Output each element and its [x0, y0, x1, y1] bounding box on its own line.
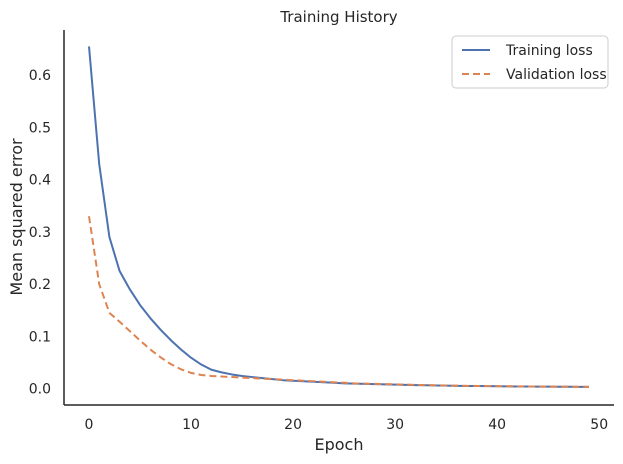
- x-axis-title: Epoch: [315, 435, 364, 454]
- legend-label-training: Training loss: [505, 43, 593, 59]
- legend-label-validation: Validation loss: [506, 67, 607, 83]
- x-tick-label: 0: [85, 417, 94, 433]
- validation-loss-line: [88, 216, 590, 388]
- y-tick-label: 0.2: [29, 277, 51, 293]
- y-tick-label: 0.5: [29, 120, 51, 136]
- x-tick-label: 20: [284, 417, 302, 433]
- plot-area: 0 10 20 30 40 50 0.0 0.1 0.2 0.3 0.4 0.5 0.6 Training…: [29, 30, 614, 433]
- x-tick-label: 30: [386, 417, 404, 433]
- y-tick-label: 0.0: [29, 382, 51, 398]
- y-tick-label: 0.4: [29, 173, 51, 189]
- x-tick-label: 10: [182, 417, 200, 433]
- legend-box: [451, 35, 609, 89]
- x-tick-label: 50: [590, 417, 608, 433]
- y-tick-label: 0.6: [29, 68, 51, 84]
- y-axis-title: Mean squared error: [7, 138, 26, 296]
- y-tick-label: 0.1: [29, 329, 51, 345]
- training-loss-line: [88, 46, 590, 388]
- x-tick-label: 40: [488, 417, 506, 433]
- y-tick-label: 0.3: [29, 225, 51, 241]
- chart-title: Training History: [279, 8, 397, 26]
